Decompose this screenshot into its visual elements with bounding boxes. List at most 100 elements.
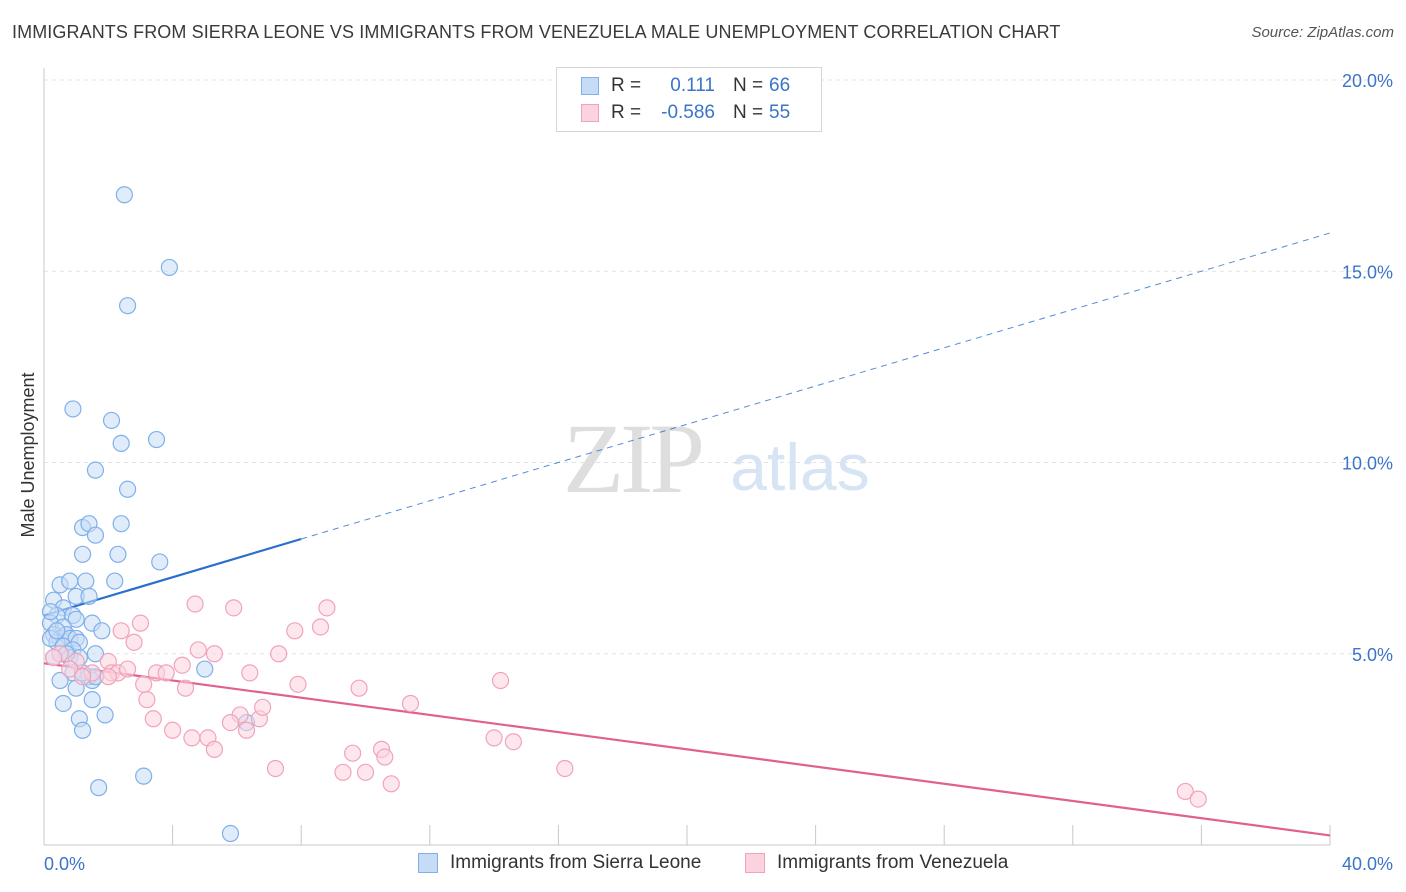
legend-n-label: N = xyxy=(733,75,764,96)
legend-row-venezuela: R = -0.586 N = 55 xyxy=(581,101,790,125)
data-point-venezuela xyxy=(270,645,288,663)
data-point-sierra-leone xyxy=(61,572,79,590)
data-point-sierra-leone xyxy=(86,461,105,479)
legend-r-value: -0.586 xyxy=(661,102,715,123)
data-point-venezuela xyxy=(164,721,182,739)
data-point-sierra-leone xyxy=(64,400,82,418)
data-point-sierra-leone xyxy=(147,430,166,449)
legend-item-sierra-leone[interactable]: Immigrants from Sierra Leone xyxy=(418,852,701,874)
watermark-zip: ZIP xyxy=(563,403,701,514)
axes xyxy=(43,68,1331,846)
data-point-venezuela xyxy=(144,710,162,728)
watermark: ZIP atlas xyxy=(563,403,870,514)
trend-lines xyxy=(43,232,1331,837)
grid xyxy=(44,79,1380,655)
y-axis-label: Male Unemployment xyxy=(18,372,38,537)
data-point-sierra-leone xyxy=(196,660,214,678)
data-point-venezuela xyxy=(157,664,175,682)
watermark-atlas: atlas xyxy=(730,430,869,504)
data-point-venezuela xyxy=(186,595,204,613)
data-point-venezuela xyxy=(504,733,522,751)
data-point-sierra-leone xyxy=(160,258,178,277)
data-point-sierra-leone xyxy=(118,297,137,315)
data-point-sierra-leone xyxy=(90,779,108,797)
data-point-venezuela xyxy=(61,660,79,678)
legend-swatch-venezuela xyxy=(581,104,599,122)
data-point-venezuela xyxy=(1189,790,1207,808)
data-point-sierra-leone xyxy=(86,645,105,663)
data-point-venezuela xyxy=(205,740,223,758)
data-point-venezuela xyxy=(225,599,243,617)
legend-n-label: N = xyxy=(733,102,764,123)
legend-r-value: 0.111 xyxy=(670,75,715,96)
x-tick-label: 40.0% xyxy=(1342,854,1393,874)
data-point-sierra-leone xyxy=(73,721,92,739)
data-point-venezuela xyxy=(173,656,191,674)
data-point-sierra-leone xyxy=(118,480,137,498)
data-point-venezuela xyxy=(401,694,420,713)
data-point-venezuela xyxy=(266,759,285,778)
data-points xyxy=(41,186,1207,843)
correlation-legend: R = 0.111 N = 66 R = -0.586 N = 55 xyxy=(556,67,822,132)
data-point-venezuela xyxy=(118,660,137,678)
data-point-venezuela xyxy=(318,599,336,617)
data-point-sierra-leone xyxy=(54,694,72,713)
data-point-sierra-leone xyxy=(67,610,85,628)
legend-swatch-sierra-leone xyxy=(581,77,599,95)
data-point-sierra-leone xyxy=(41,603,60,621)
data-point-sierra-leone xyxy=(102,411,121,430)
data-point-venezuela xyxy=(1176,782,1194,801)
data-point-sierra-leone xyxy=(106,572,124,590)
data-point-sierra-leone xyxy=(112,515,130,533)
legend-label: Immigrants from Sierra Leone xyxy=(450,852,702,873)
data-point-venezuela xyxy=(73,668,92,686)
data-point-sierra-leone xyxy=(135,767,153,785)
data-point-venezuela xyxy=(556,759,574,778)
data-point-sierra-leone xyxy=(221,824,240,843)
data-point-venezuela xyxy=(289,675,307,693)
tick-labels: 5.0% 10.0% 15.0% 20.0% 0.0% 40.0% xyxy=(44,71,1393,874)
data-point-venezuela xyxy=(45,648,63,667)
data-point-venezuela xyxy=(125,633,143,651)
data-point-sierra-leone xyxy=(96,706,114,724)
data-point-venezuela xyxy=(356,763,375,781)
legend-swatch-sierra-leone xyxy=(418,853,438,873)
source-label: Source: ZipAtlas.com xyxy=(1251,24,1394,41)
data-point-sierra-leone xyxy=(73,545,92,563)
data-point-venezuela xyxy=(237,721,256,739)
data-point-venezuela xyxy=(135,675,153,693)
data-point-sierra-leone xyxy=(115,186,133,204)
legend-label: Immigrants from Venezuela xyxy=(777,852,1009,873)
data-point-venezuela xyxy=(286,622,304,640)
data-point-venezuela xyxy=(183,729,201,747)
data-point-venezuela xyxy=(205,645,223,663)
data-point-venezuela xyxy=(241,664,259,682)
y-tick-label: 20.0% xyxy=(1342,71,1393,91)
data-point-venezuela xyxy=(344,744,362,762)
trend-line-sierra-leone-projection xyxy=(301,232,1331,540)
data-point-venezuela xyxy=(99,668,117,686)
series-legend: Immigrants from Sierra Leone Immigrants … xyxy=(0,852,1406,878)
data-point-sierra-leone xyxy=(80,587,98,605)
data-point-venezuela xyxy=(189,641,207,659)
data-point-sierra-leone xyxy=(151,553,169,571)
data-point-venezuela xyxy=(131,614,150,632)
data-point-sierra-leone xyxy=(109,545,127,563)
data-point-venezuela xyxy=(334,763,352,781)
data-point-venezuela xyxy=(311,618,330,636)
legend-r-label: R = xyxy=(611,102,642,123)
legend-n-value: 55 xyxy=(769,102,791,123)
trend-line-venezuela xyxy=(43,662,1331,837)
legend-swatch-venezuela xyxy=(745,853,765,873)
data-point-venezuela xyxy=(254,698,272,716)
data-point-venezuela xyxy=(382,775,400,793)
data-point-venezuela xyxy=(376,748,394,766)
data-point-sierra-leone xyxy=(93,622,111,640)
chart-title: IMMIGRANTS FROM SIERRA LEONE VS IMMIGRAN… xyxy=(12,22,1061,42)
data-point-sierra-leone xyxy=(48,622,66,640)
data-point-sierra-leone xyxy=(86,526,105,544)
y-tick-label: 10.0% xyxy=(1342,454,1393,474)
data-point-venezuela xyxy=(485,729,503,747)
legend-item-venezuela[interactable]: Immigrants from Venezuela xyxy=(745,852,1008,874)
